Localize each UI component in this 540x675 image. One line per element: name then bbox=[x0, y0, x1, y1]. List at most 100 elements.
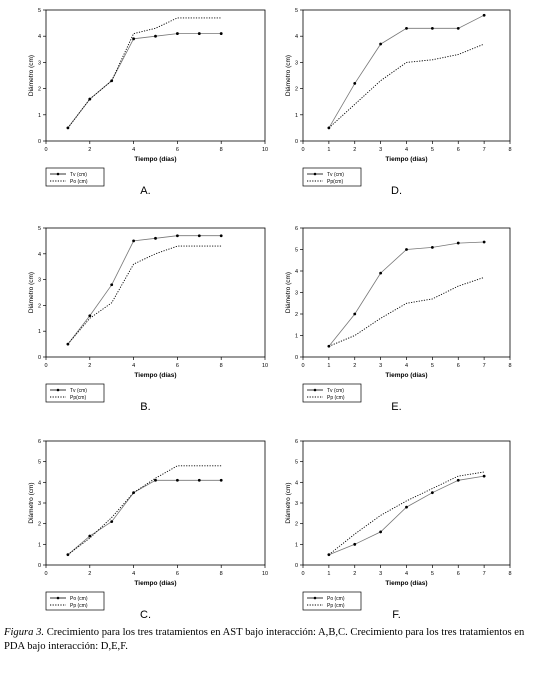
x-tick-label: 6 bbox=[457, 147, 460, 153]
data-point bbox=[456, 478, 460, 482]
x-tick-label: 6 bbox=[176, 363, 179, 369]
data-point bbox=[154, 478, 157, 482]
data-point bbox=[219, 234, 223, 238]
x-tick-label: 0 bbox=[44, 147, 47, 153]
y-tick-label: 5 bbox=[38, 460, 41, 466]
x-tick-label: 0 bbox=[301, 147, 304, 153]
x-tick-label: 3 bbox=[379, 363, 382, 369]
y-tick-label: 0 bbox=[38, 355, 41, 361]
y-tick-label: 3 bbox=[295, 291, 298, 297]
y-axis-label: Diámetro (cm) bbox=[285, 272, 292, 313]
chart-panel-4: 0 1 2 3 4 5 6 7 8 0 1 2 3 4 5 6 Tiempo (días) Diámetro (c… bbox=[285, 226, 512, 413]
x-tick-label: 5 bbox=[431, 147, 434, 153]
x-tick-label: 2 bbox=[353, 147, 356, 153]
caption-text: Crecimiento para los tres tratamientos e… bbox=[4, 627, 525, 652]
y-tick-label: 1 bbox=[295, 542, 298, 548]
legend-label: Tv (cm) bbox=[70, 388, 87, 394]
x-axis-label: Tiempo (días) bbox=[134, 372, 176, 379]
x-tick-label: 5 bbox=[431, 571, 434, 577]
data-point bbox=[379, 42, 383, 46]
legend-marker bbox=[313, 172, 317, 176]
y-tick-label: 0 bbox=[295, 355, 298, 361]
y-axis-label: Diámetro (cm) bbox=[28, 55, 35, 96]
legend-box bbox=[302, 383, 362, 403]
series-line-dotted bbox=[328, 471, 485, 556]
legend-label: Pp (cm) bbox=[327, 603, 345, 609]
data-point bbox=[132, 239, 136, 243]
y-tick-label: 6 bbox=[295, 439, 298, 445]
x-tick-label: 2 bbox=[88, 147, 91, 153]
series-line-dotted bbox=[67, 465, 222, 556]
y-tick-label: 4 bbox=[38, 480, 41, 486]
x-tick-label: 8 bbox=[220, 363, 223, 369]
x-tick-label: 2 bbox=[88, 571, 91, 577]
x-tick-label: 8 bbox=[220, 571, 223, 577]
data-point bbox=[405, 505, 408, 509]
legend-label: Pp (cm) bbox=[70, 603, 88, 609]
x-tick-label: 2 bbox=[353, 363, 356, 369]
caption-label: Figura 3. bbox=[4, 627, 45, 638]
panel-label: D. bbox=[391, 185, 402, 197]
data-point bbox=[176, 478, 179, 482]
x-tick-label: 5 bbox=[431, 363, 434, 369]
x-tick-label: 0 bbox=[44, 571, 47, 577]
data-point bbox=[110, 520, 114, 523]
plot-frame bbox=[45, 9, 266, 142]
x-axis-label: Tiempo (días) bbox=[385, 580, 427, 587]
y-tick-label: 5 bbox=[295, 8, 298, 14]
x-tick-label: 0 bbox=[44, 363, 47, 369]
series-line-solid bbox=[328, 241, 485, 347]
x-tick-label: 3 bbox=[379, 571, 382, 577]
x-tick-label: 0 bbox=[301, 571, 304, 577]
y-axis-label: Diámetro (cm) bbox=[285, 55, 292, 96]
data-point bbox=[66, 126, 70, 130]
x-tick-label: 7 bbox=[483, 571, 486, 577]
data-point bbox=[327, 126, 331, 130]
x-tick-label: 8 bbox=[508, 147, 511, 153]
data-point bbox=[482, 474, 486, 478]
legend-box bbox=[302, 591, 362, 611]
y-tick-label: 4 bbox=[295, 34, 298, 40]
x-tick-label: 4 bbox=[405, 363, 408, 369]
x-tick-label: 4 bbox=[132, 363, 135, 369]
y-tick-label: 0 bbox=[295, 139, 298, 145]
y-tick-label: 5 bbox=[295, 248, 298, 254]
x-tick-label: 4 bbox=[405, 571, 408, 577]
y-tick-label: 4 bbox=[295, 480, 298, 486]
x-tick-label: 2 bbox=[353, 571, 356, 577]
data-point bbox=[88, 534, 92, 538]
data-point bbox=[197, 32, 201, 35]
y-tick-label: 3 bbox=[295, 60, 298, 66]
data-point bbox=[482, 13, 486, 17]
x-tick-label: 2 bbox=[88, 363, 91, 369]
series-line-dotted bbox=[67, 17, 222, 129]
data-point bbox=[353, 312, 357, 316]
x-tick-label: 8 bbox=[220, 147, 223, 153]
series-line-solid bbox=[67, 235, 222, 345]
y-tick-label: 1 bbox=[38, 329, 41, 335]
series-line-dotted bbox=[67, 245, 222, 345]
data-point bbox=[430, 26, 434, 30]
plot-frame bbox=[302, 227, 511, 358]
data-point bbox=[379, 530, 383, 534]
legend-box bbox=[45, 383, 105, 403]
y-tick-label: 5 bbox=[38, 8, 41, 14]
series-line-solid bbox=[67, 33, 222, 129]
data-point bbox=[219, 478, 223, 482]
x-tick-label: 10 bbox=[262, 147, 268, 153]
legend-label: Pp(cm) bbox=[327, 179, 343, 185]
x-tick-label: 7 bbox=[483, 147, 486, 153]
data-point bbox=[132, 37, 136, 41]
plot-frame bbox=[302, 440, 511, 566]
y-tick-label: 5 bbox=[38, 226, 41, 232]
legend-label: Tv (cm) bbox=[70, 172, 87, 178]
panel-label: A. bbox=[140, 185, 150, 197]
y-tick-label: 1 bbox=[38, 542, 41, 548]
x-tick-label: 1 bbox=[327, 363, 330, 369]
x-tick-label: 10 bbox=[262, 363, 268, 369]
y-tick-label: 3 bbox=[38, 278, 41, 284]
plot-frame bbox=[45, 227, 266, 358]
series-line-solid bbox=[328, 14, 485, 129]
